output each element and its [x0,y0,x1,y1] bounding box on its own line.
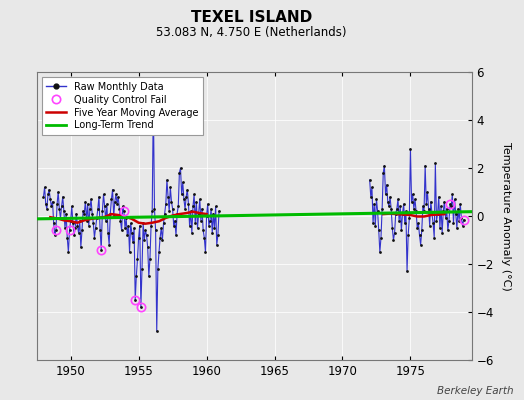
Text: Berkeley Earth: Berkeley Earth [437,386,514,396]
Text: TEXEL ISLAND: TEXEL ISLAND [191,10,312,25]
Y-axis label: Temperature Anomaly (°C): Temperature Anomaly (°C) [500,142,510,290]
Legend: Raw Monthly Data, Quality Control Fail, Five Year Moving Average, Long-Term Tren: Raw Monthly Data, Quality Control Fail, … [41,77,203,135]
Text: 53.083 N, 4.750 E (Netherlands): 53.083 N, 4.750 E (Netherlands) [156,26,347,39]
